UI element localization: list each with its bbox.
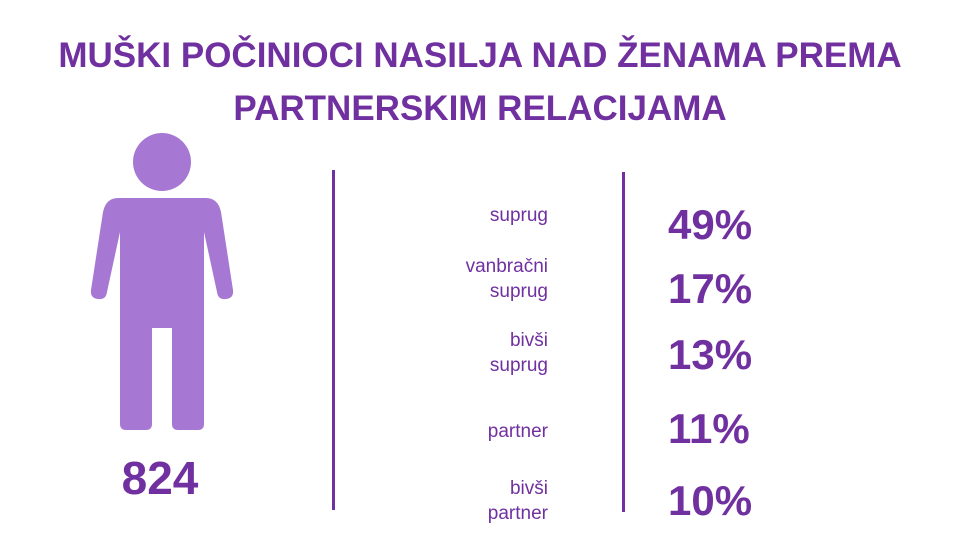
relation-label: bivši partner [487, 478, 548, 524]
percent-value: 17% [668, 265, 753, 312]
title-line-2: PARTNERSKIM RELACIJAMA [233, 89, 727, 128]
percent-value: 11% [668, 405, 750, 452]
divider-left [332, 170, 335, 510]
percent-value: 49% [668, 201, 753, 248]
divider-right [622, 172, 625, 512]
percent-value: 13% [668, 331, 753, 378]
person-head [133, 133, 191, 191]
relation-label: vanbračni suprug [465, 256, 548, 302]
total-count: 824 [121, 452, 199, 504]
male-person-icon [90, 133, 234, 430]
percent-value: 10% [668, 477, 753, 524]
relation-label: suprug [489, 205, 548, 226]
relation-label: bivši suprug [489, 330, 548, 376]
person-body [90, 198, 234, 430]
title-line-1: MUŠKI POČINIOCI NASILJA NAD ŽENAMA PREMA [58, 36, 902, 75]
relation-label: partner [487, 421, 548, 442]
